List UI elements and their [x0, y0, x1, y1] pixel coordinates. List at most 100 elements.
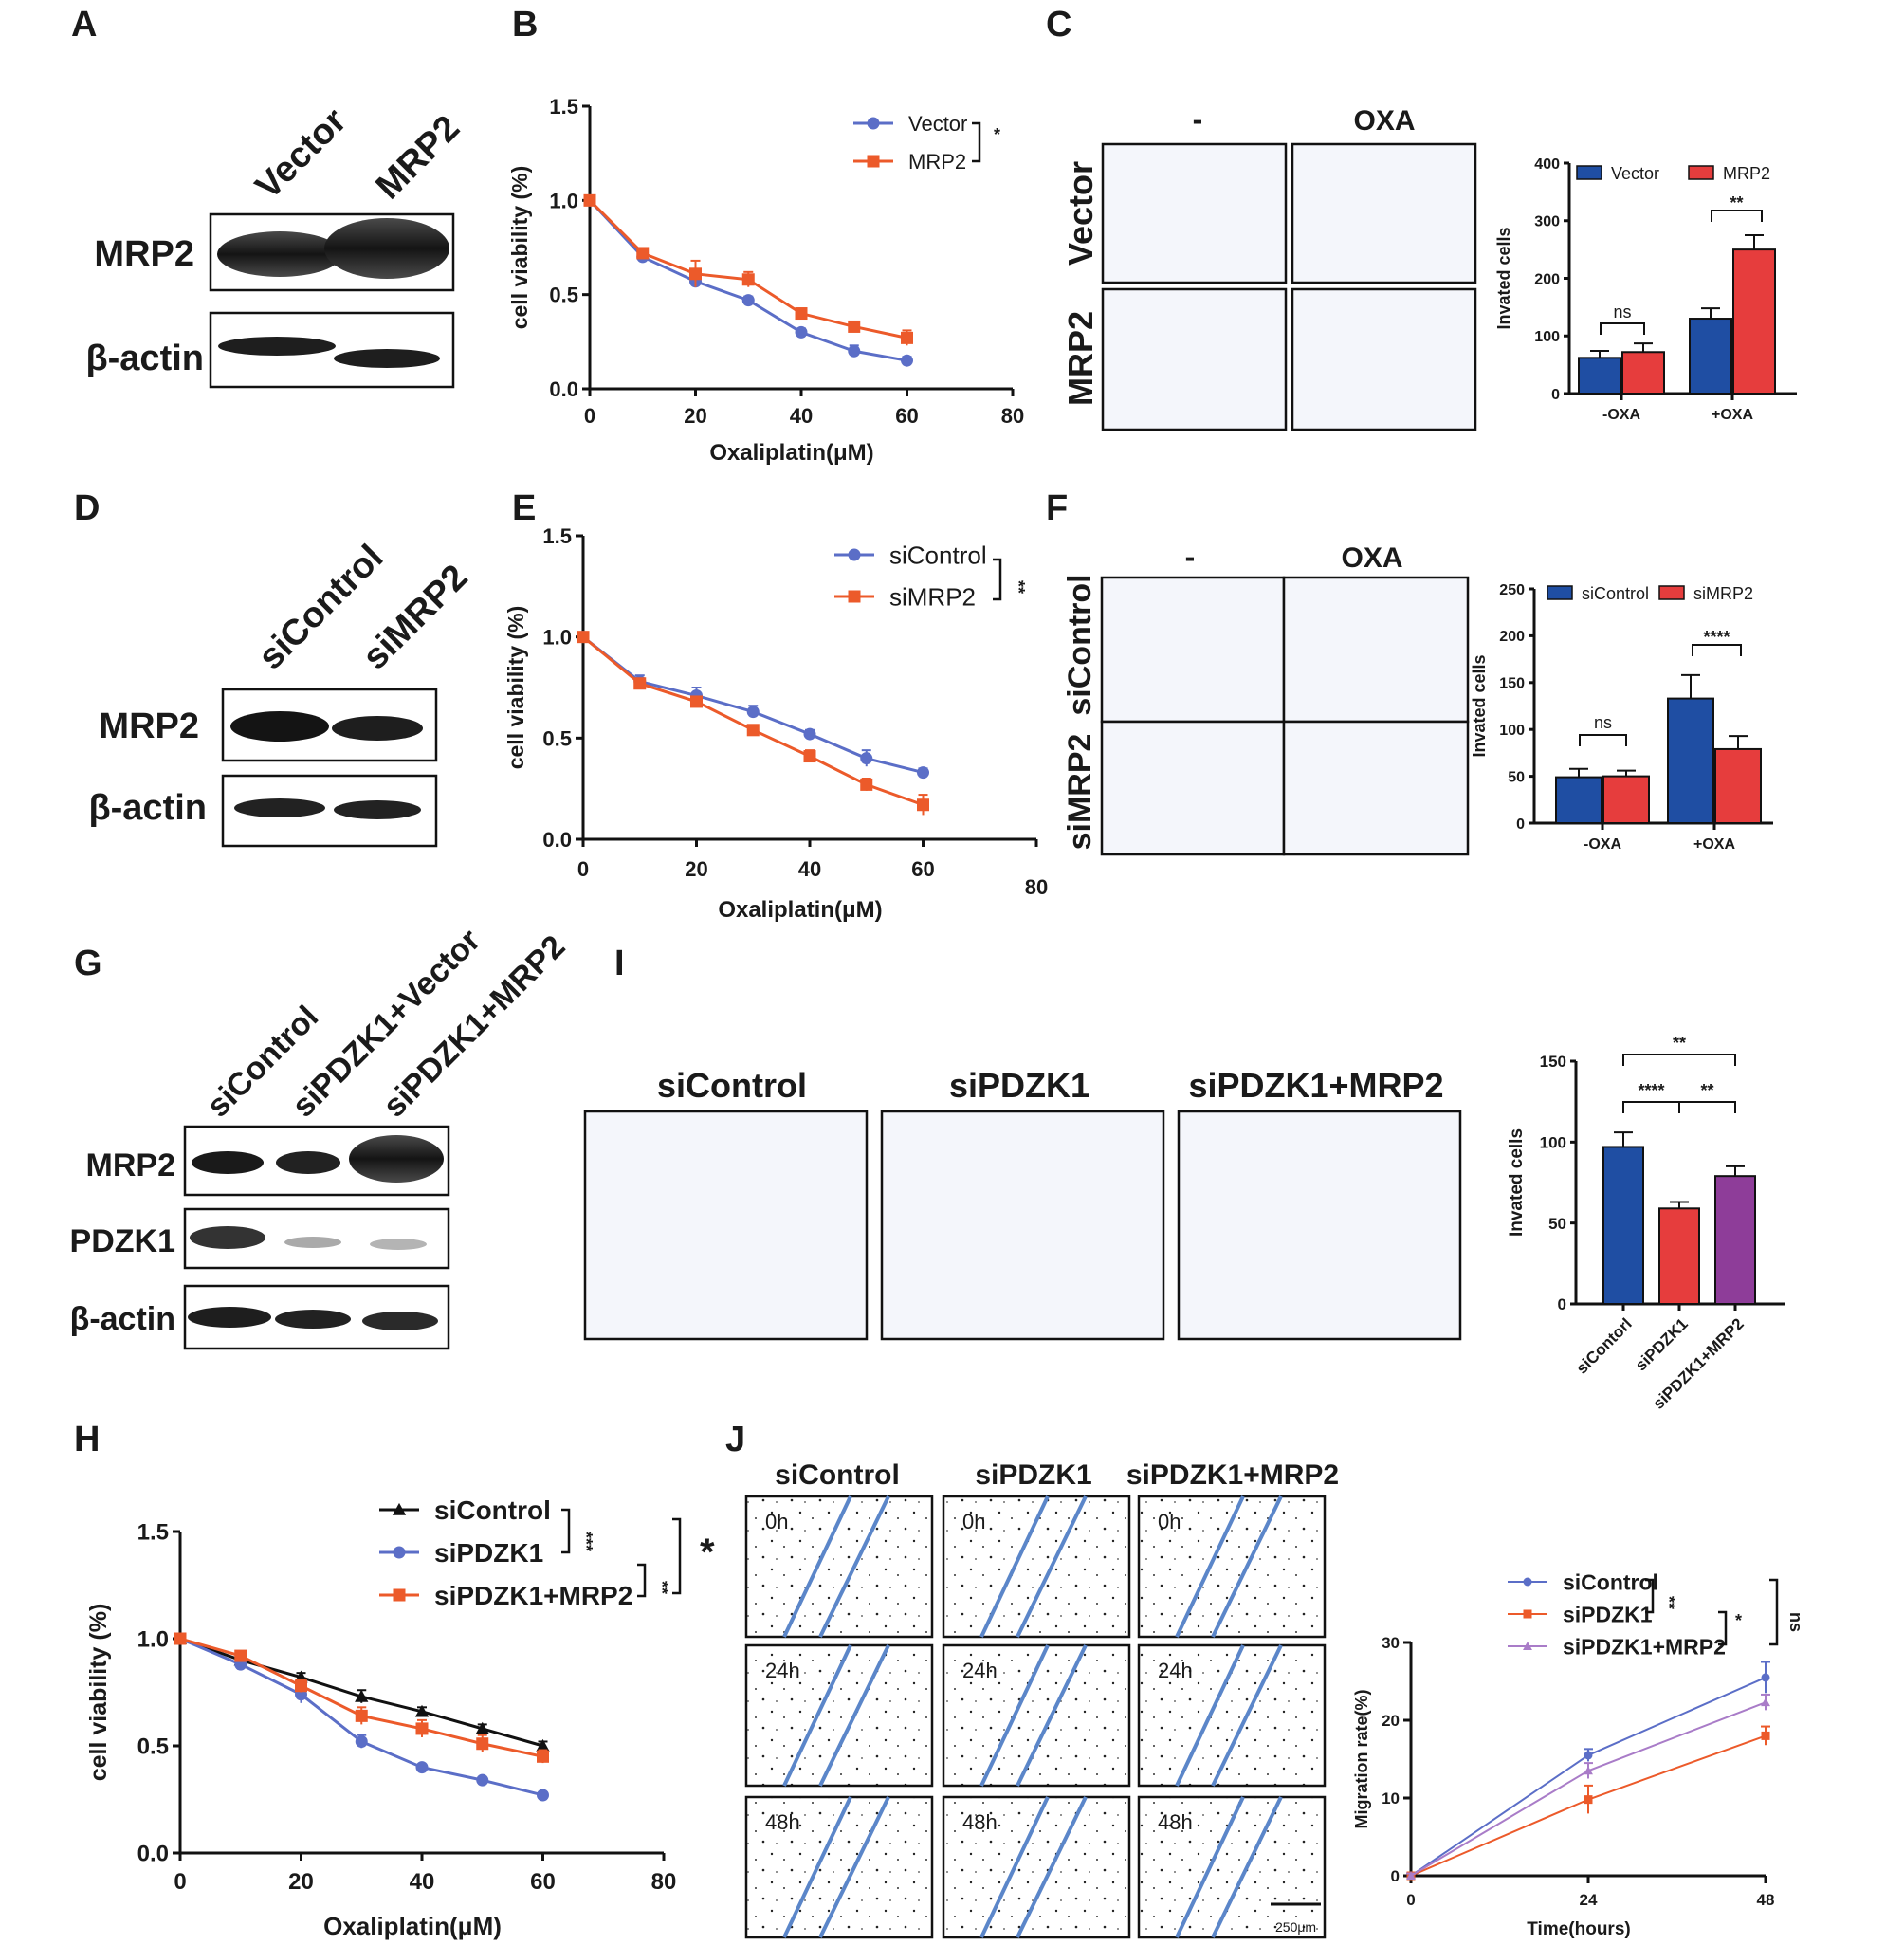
legend-label: MRP2: [1723, 164, 1770, 183]
significance-bracket: [561, 1508, 571, 1554]
bar: [1714, 747, 1762, 824]
significance-bracket: [1769, 1578, 1779, 1646]
y-tick-label: 1.5: [549, 95, 578, 119]
x-tick-label: +OXA: [1693, 836, 1735, 853]
significance-label: *: [700, 1532, 715, 1573]
significance-label: *: [1735, 1611, 1742, 1630]
blot-band: [234, 798, 325, 817]
x-tick-label: 20: [288, 1869, 314, 1895]
y-tick-label: 10: [1382, 1789, 1400, 1807]
x-tick-label: 0: [1406, 1891, 1415, 1909]
data-point: [636, 247, 650, 260]
image-col-label-oxa: OXA: [1353, 105, 1415, 137]
x-tick-label: -OXA: [1584, 836, 1621, 853]
y-tick-label: 200: [1534, 271, 1560, 287]
x-tick-label: 20: [685, 857, 707, 881]
blot-band: [230, 711, 329, 742]
y-tick-label: 0.5: [137, 1734, 169, 1760]
x-tick-label: siPDZK1: [1632, 1314, 1692, 1374]
image-col-label-control: -: [1185, 540, 1196, 574]
transwell-image: [880, 1110, 1165, 1341]
bar: [1689, 318, 1732, 395]
timepoint-label: 48h: [962, 1810, 998, 1834]
scratch-edge-line: [1211, 1644, 1283, 1787]
y-tick-label: 0.0: [542, 828, 572, 852]
x-tick-label: +OXA: [1712, 407, 1753, 423]
transwell-image: [1282, 576, 1470, 724]
panel-label-a: A: [71, 5, 97, 45]
panel-label-j: J: [725, 1420, 745, 1459]
x-tick-label: 0: [577, 857, 589, 881]
blot-strip-mrp2: [209, 212, 455, 292]
y-tick-label: 100: [1534, 329, 1560, 345]
significance-bracket: [637, 1563, 647, 1598]
bar: [1555, 776, 1602, 825]
data-point: [393, 1588, 406, 1602]
image-col-label-sicontrol: siControl: [657, 1066, 807, 1105]
y-axis-label: Invated cells: [1470, 654, 1489, 757]
data-point: [1523, 1577, 1532, 1587]
lane-label-vector: Vector: [248, 101, 355, 207]
blot-strip-actin: [221, 774, 438, 848]
y-tick-label: 0.0: [137, 1842, 169, 1867]
bar: [1602, 1146, 1644, 1306]
y-tick-label: 1.0: [549, 189, 578, 212]
lane-label-mrp2: MRP2: [369, 108, 467, 207]
scratch-edge-line: [1016, 1796, 1088, 1938]
x-tick-label: siContorl: [1573, 1314, 1636, 1377]
image-row-label-mrp2: MRP2: [1061, 311, 1100, 406]
legend-label: siPDZK1: [1563, 1602, 1653, 1626]
significance-bracket: [1718, 1610, 1728, 1646]
blot-strip-pdzk1: [183, 1207, 450, 1270]
blot-row-label-beta-actin: β-actin: [70, 1301, 175, 1337]
image-row-label-simrp2: siMRP2: [1062, 734, 1098, 851]
significance-label: ****: [1638, 1081, 1664, 1100]
image-col-label-sicontrol: siControl: [775, 1459, 900, 1491]
chart-c-invasion-bars: 0 100 200 300 400 Invated cells -OXA +OXA Vector…: [1494, 156, 1797, 423]
data-point: [901, 331, 913, 344]
x-tick-label: 0: [174, 1869, 186, 1895]
data-point: [1584, 1766, 1593, 1775]
panel-label-f: F: [1046, 488, 1068, 528]
panel-d-western-blot: siControl siMRP2 MRP2 β-actin: [88, 538, 475, 848]
blot-band: [276, 1151, 340, 1174]
y-tick-label: 1.0: [542, 626, 572, 650]
data-point: [917, 798, 929, 812]
data-point: [633, 677, 647, 690]
panel-g-western-blot: siControl siPDZK1+Vector siPDZK1+MRP2 MR…: [70, 922, 572, 1350]
bar: [1658, 1207, 1700, 1305]
data-point: [537, 1789, 549, 1802]
data-point: [536, 1738, 550, 1752]
x-tick-label: 40: [410, 1869, 435, 1895]
panel-letters: A B C D E F G H I J: [71, 5, 1071, 1459]
chart-f-invasion-bars: 0 50 100 150 200 250 Invated cells -OXA +OXA siCo…: [1470, 582, 1773, 853]
y-tick-label: 100: [1499, 723, 1525, 739]
y-axis-label: cell viability (%): [507, 166, 532, 330]
data-point: [848, 320, 861, 333]
y-tick-label: 150: [1499, 676, 1525, 692]
data-point: [537, 1750, 549, 1763]
y-tick-label: 1.5: [542, 524, 572, 548]
blot-band: [324, 218, 449, 279]
scratch-edge-line: [818, 1495, 890, 1638]
data-point: [901, 354, 913, 367]
series-line: [588, 199, 907, 339]
blot-band: [192, 1151, 264, 1174]
legend-label: Vector: [1611, 164, 1659, 183]
data-point: [848, 548, 861, 561]
panel-label-i: I: [614, 944, 625, 983]
panel-a-western-blot: Vector MRP2 MRP2 β-actin: [85, 101, 467, 389]
legend-label: Vector: [908, 112, 967, 136]
significance-bracket: [672, 1517, 682, 1595]
transwell-image: [1291, 142, 1477, 284]
y-tick-label: 1.0: [137, 1627, 169, 1653]
data-point: [234, 1649, 247, 1662]
y-tick-label: 100: [1540, 1133, 1566, 1151]
y-tick-label: 20: [1382, 1712, 1400, 1730]
panel-label-d: D: [74, 488, 100, 528]
timepoint-label: 0h: [1158, 1510, 1181, 1533]
data-point: [476, 1737, 489, 1751]
data-point: [475, 1721, 489, 1734]
image-row-label-sicontrol: siControl: [1062, 574, 1098, 715]
x-tick-label: 24: [1580, 1891, 1598, 1909]
